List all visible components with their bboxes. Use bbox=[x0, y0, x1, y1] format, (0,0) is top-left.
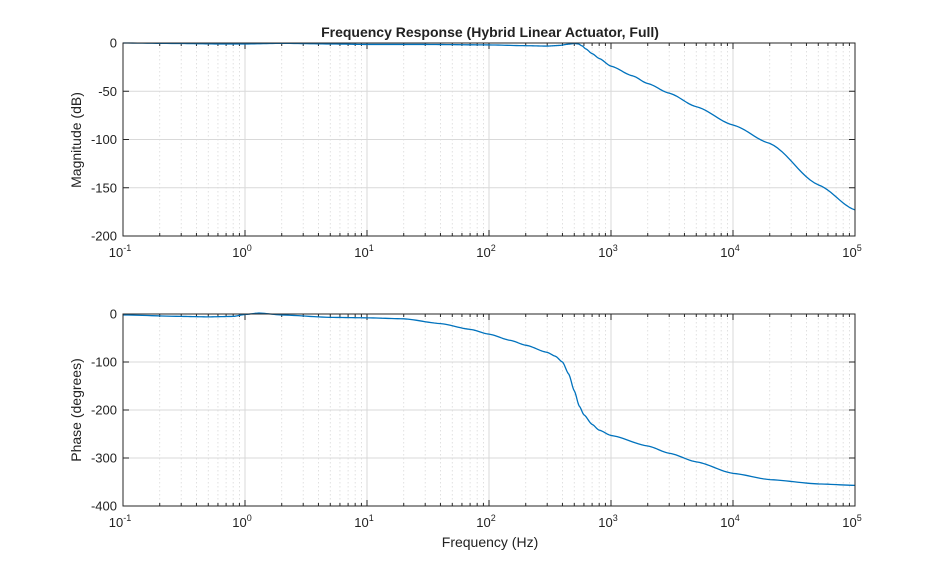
phase-y-tick-labels: 0 -100 -200 -300 -400 bbox=[91, 307, 117, 514]
magnitude-x-tick-labels: 10-1 100 101 102 103 104 105 bbox=[109, 243, 862, 260]
x-tick-label: 104 bbox=[720, 513, 739, 530]
x-tick-label: 103 bbox=[598, 243, 617, 260]
y-tick-label: -150 bbox=[91, 180, 117, 195]
x-tick-label: 104 bbox=[720, 243, 739, 260]
y-tick-label: -200 bbox=[91, 229, 117, 244]
phase-y-axis-label: Phase (degrees) bbox=[68, 358, 84, 462]
phase-plot: Phase (degrees) Frequency (Hz) 0 -100 -200… bbox=[68, 307, 862, 551]
y-tick-label: -300 bbox=[91, 451, 117, 466]
x-tick-label: 101 bbox=[354, 243, 373, 260]
magnitude-curve bbox=[122, 42, 856, 211]
x-tick-label: 105 bbox=[842, 243, 861, 260]
x-tick-label: 10-1 bbox=[109, 243, 131, 260]
y-tick-label: -100 bbox=[91, 355, 117, 370]
x-tick-label: 103 bbox=[598, 513, 617, 530]
magnitude-grid bbox=[122, 42, 856, 237]
x-tick-label: 105 bbox=[842, 513, 861, 530]
phase-curve bbox=[122, 312, 856, 487]
phase-axes-box bbox=[122, 313, 856, 507]
phase-x-tick-labels: 10-1 100 101 102 103 104 105 bbox=[109, 513, 862, 530]
chart-title: Frequency Response (Hybrid Linear Actuat… bbox=[321, 24, 659, 40]
x-tick-label: 100 bbox=[232, 513, 251, 530]
y-tick-label: -200 bbox=[91, 403, 117, 418]
x-tick-label: 100 bbox=[232, 243, 251, 260]
phase-grid bbox=[122, 313, 856, 507]
magnitude-plot: Frequency Response (Hybrid Linear Actuat… bbox=[68, 24, 862, 260]
magnitude-axes-box bbox=[122, 42, 856, 237]
y-tick-label: -50 bbox=[98, 84, 117, 99]
y-tick-label: 0 bbox=[110, 36, 117, 51]
magnitude-y-tick-labels: 0 -50 -100 -150 -200 bbox=[91, 36, 117, 244]
frequency-x-axis-label: Frequency (Hz) bbox=[442, 534, 538, 550]
x-tick-label: 10-1 bbox=[109, 513, 131, 530]
x-tick-label: 102 bbox=[476, 513, 495, 530]
magnitude-y-axis-label: Magnitude (dB) bbox=[68, 92, 84, 188]
y-tick-label: -100 bbox=[91, 132, 117, 147]
y-tick-label: -400 bbox=[91, 499, 117, 514]
y-tick-label: 0 bbox=[110, 307, 117, 322]
x-tick-label: 101 bbox=[354, 513, 373, 530]
x-tick-label: 102 bbox=[476, 243, 495, 260]
